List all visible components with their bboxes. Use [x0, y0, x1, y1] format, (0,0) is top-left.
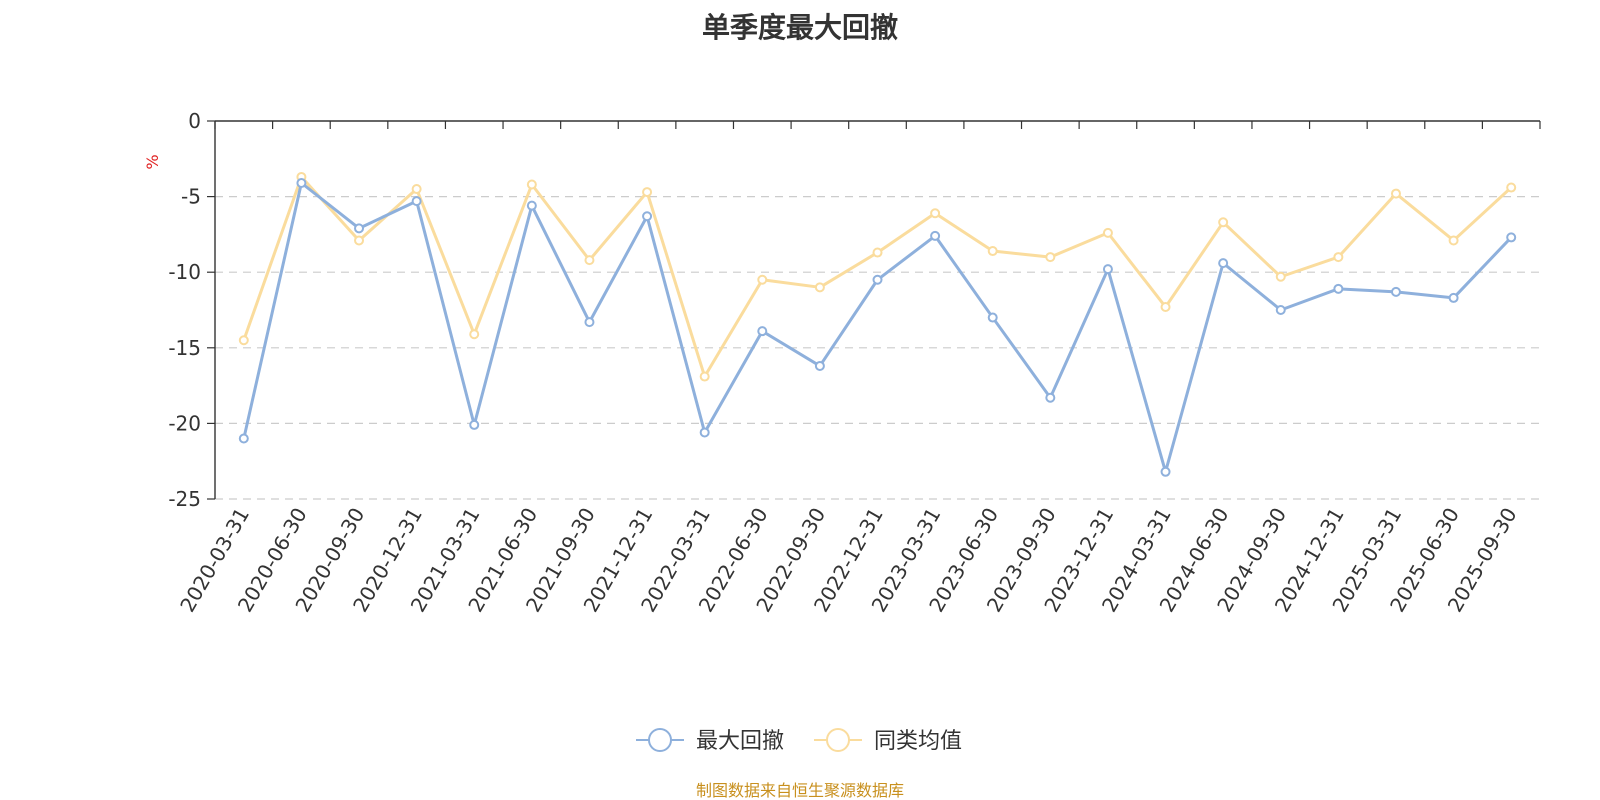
data-point [1275, 271, 1286, 282]
series-2 [238, 171, 1517, 382]
data-point [1390, 286, 1401, 297]
data-point [354, 223, 365, 234]
data-point [584, 317, 595, 328]
series-layer [238, 171, 1517, 477]
y-tick-label: -20 [168, 411, 201, 435]
y-tick-label: -25 [168, 487, 201, 511]
data-point [872, 247, 883, 258]
data-point [526, 200, 537, 211]
data-point [1448, 235, 1459, 246]
data-point [411, 184, 422, 195]
legend-label: 最大回撤 [696, 729, 784, 754]
data-point [1275, 305, 1286, 315]
data-point [1218, 258, 1229, 269]
legend-marker [648, 728, 672, 752]
data-point [642, 211, 653, 222]
data-point [930, 208, 941, 219]
data-point [1102, 227, 1113, 238]
y-tick-label: -15 [168, 336, 201, 360]
data-point [526, 179, 537, 190]
data-point [354, 235, 365, 246]
data-point [411, 196, 422, 207]
data-point [238, 433, 249, 444]
series-1 [238, 177, 1517, 477]
data-point [296, 177, 307, 188]
data-point [1506, 232, 1517, 243]
data-point [469, 419, 480, 430]
data-point [1102, 264, 1113, 275]
data-point [987, 312, 998, 323]
data-point [699, 371, 710, 382]
data-point [814, 360, 825, 371]
data-point [987, 246, 998, 257]
legend-label: 同类均值 [874, 729, 962, 754]
series-line [242, 181, 1513, 474]
data-point [1448, 292, 1459, 303]
data-point [757, 326, 768, 337]
y-tick-label: 0 [188, 109, 201, 133]
data-point [757, 274, 768, 285]
legend: 最大回撤 同类均值 [636, 728, 962, 754]
data-point [1160, 466, 1171, 477]
legend-marker [826, 728, 850, 752]
axes: 0-5-10-15-20-252020-03-312020-06-302020-… [143, 109, 1541, 616]
data-point [814, 282, 825, 293]
legend-item: 同类均值 [814, 728, 962, 754]
data-point [1333, 252, 1344, 263]
data-point [469, 329, 480, 340]
data-point [1218, 217, 1229, 228]
data-source-note: 制图数据来自恒生聚源数据库 [695, 781, 904, 800]
grid-lines [215, 196, 1540, 500]
data-point [1333, 283, 1344, 294]
data-point [872, 274, 883, 285]
data-point [930, 230, 941, 241]
data-point [1045, 392, 1056, 403]
data-point [699, 427, 710, 438]
chart-title: 单季度最大回撤 [701, 11, 898, 44]
data-point [1045, 252, 1056, 263]
data-point [642, 187, 653, 198]
data-point [1506, 182, 1517, 193]
data-point [1160, 301, 1171, 312]
data-point [584, 255, 595, 266]
data-point [1390, 188, 1401, 199]
data-point [238, 335, 249, 346]
y-tick-label: -10 [168, 260, 201, 284]
y-axis-label: % [143, 154, 162, 169]
legend-item: 最大回撤 [636, 728, 784, 754]
y-tick-label: -5 [181, 185, 201, 209]
